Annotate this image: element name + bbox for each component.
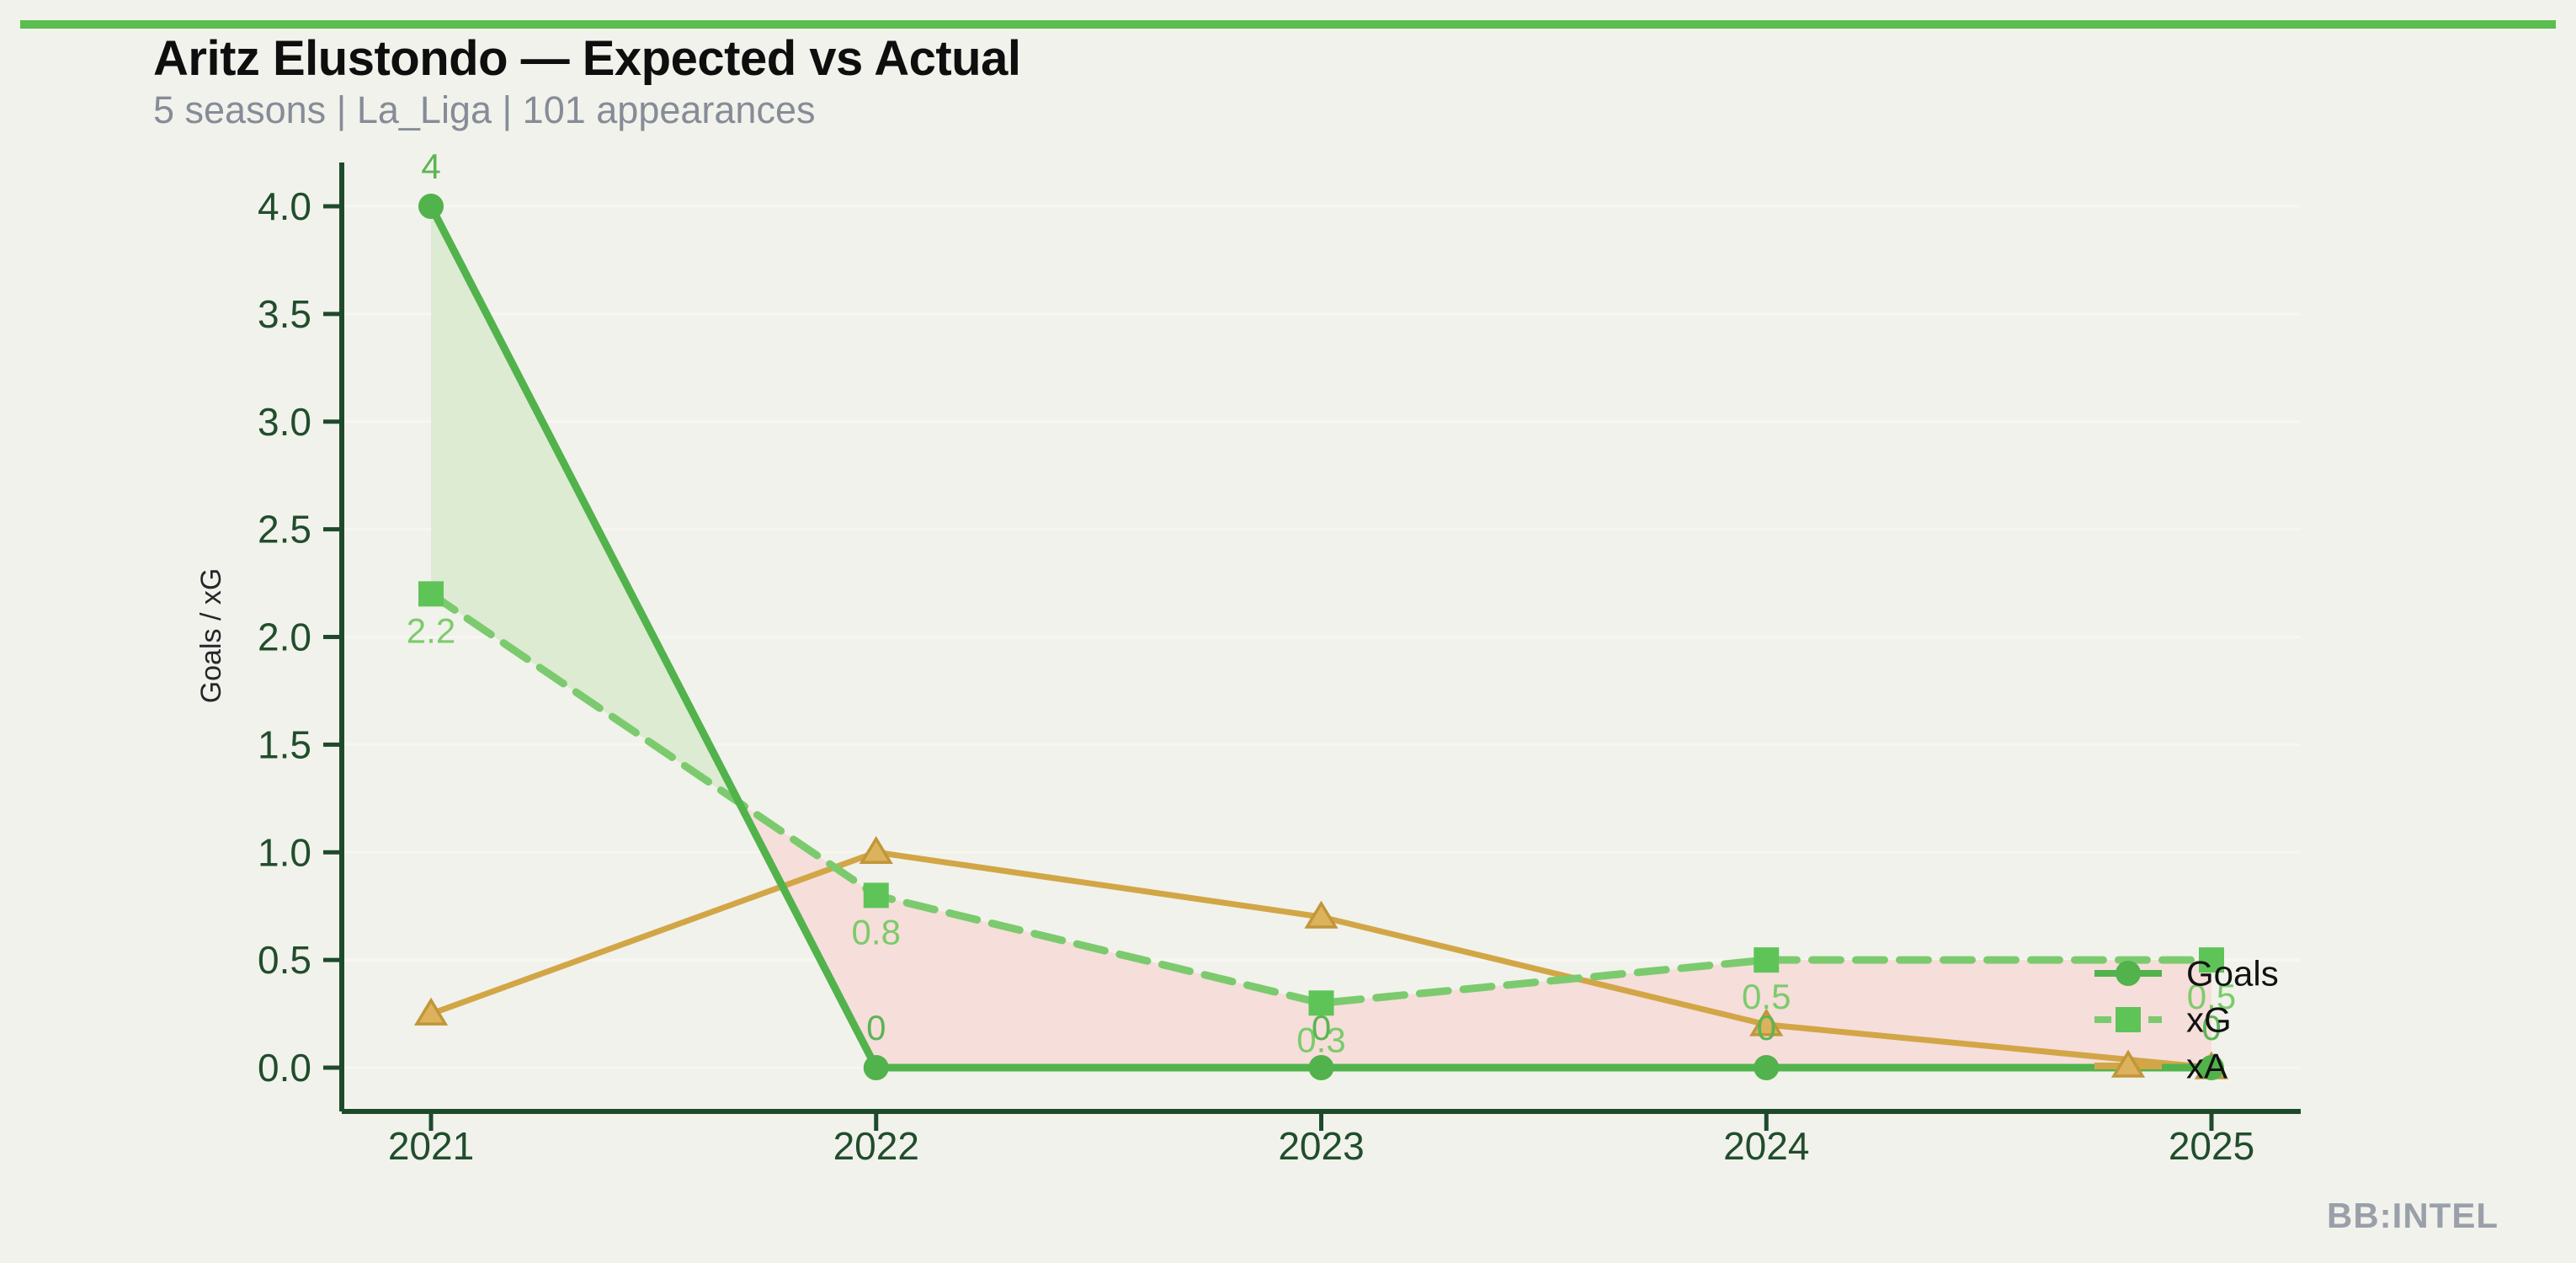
xg-marker [1754,947,1780,973]
xa-marker [413,997,449,1026]
x-tick-label: 2021 [388,1124,474,1168]
xg-line [427,589,2216,1007]
xg-marker [2199,947,2224,973]
xg-marker [863,882,889,909]
xg-data-label: 0.5 [2187,977,2236,1016]
goals-data-label: 0 [1312,1008,1331,1047]
x-tick-label: 2024 [1723,1124,1809,1168]
goals-marker [863,1055,889,1080]
y-tick-label: 4.0 [258,184,311,228]
goals-marker [1754,1055,1780,1080]
xg-marker [1308,990,1334,1016]
legend-label: xA [2186,1047,2227,1086]
chart-header: Aritz Elustondo — Expected vs Actual 5 s… [153,31,1021,131]
legend-xg-marker [2116,1007,2141,1032]
chart-subtitle: 5 seasons | La_Liga | 101 appearances [153,88,816,131]
series-xg: 2.2 0.8 0.3 0.5 0.5 [407,581,2236,1059]
axes: 0.0 0.5 1.0 1.5 2.0 2.5 3.0 3.5 4.0 2021 2022 2023 2… [195,163,2301,1168]
legend: Goals xG xA [2094,954,2279,1086]
legend-label: Goals [2186,954,2279,994]
xa-marker [1749,1008,1784,1037]
xa-marker [859,835,893,864]
goals-marker [418,194,444,219]
watermark: BB:INTEL [2327,1196,2499,1235]
y-tick-label: 0.5 [258,938,311,982]
x-tick-label: 2025 [2169,1124,2254,1168]
series-goals: 4 0 0 0 0 [418,147,2224,1080]
goals-data-label: 4 [421,147,440,186]
y-gridlines [342,205,2301,1069]
goals-marker [1308,1055,1334,1080]
xg-data-label: 0.3 [1296,1020,1345,1059]
xg-data-label: 0.8 [852,912,901,951]
goals-data-label: 0 [2201,1008,2221,1047]
legend-label: xG [2186,1000,2232,1040]
underperformance-fill [739,802,2212,1068]
y-tick-label: 1.0 [258,830,311,874]
y-tick-label: 2.0 [258,616,311,659]
y-tick-label: 1.5 [258,722,311,766]
xa-marker [1304,900,1339,929]
goals-data-label: 0 [866,1008,886,1047]
x-tick-label: 2022 [833,1124,919,1168]
chart-title: Aritz Elustondo — Expected vs Actual [153,31,1021,86]
legend-item-xg: xG [2094,1000,2232,1040]
x-tick-label: 2023 [1278,1124,1364,1168]
xg-data-label: 0.5 [1742,977,1791,1016]
goals-marker [2199,1055,2224,1080]
xg-marker [418,581,444,607]
y-tick-label: 3.0 [258,400,311,444]
legend-item-goals: Goals [2094,954,2279,994]
y-axis-label: Goals / xG [195,568,227,704]
y-tick-label: 0.0 [258,1046,311,1090]
y-tick-label: 2.5 [258,508,311,552]
accent-bar [20,20,2556,29]
xg-data-label: 2.2 [407,610,455,650]
y-tick-label: 3.5 [258,292,311,336]
legend-goals-marker [2116,961,2141,986]
goals-data-label: 0 [1757,1008,1776,1047]
legend-xa-marker [2110,1049,2146,1078]
legend-item-xa: xA [2094,1047,2227,1086]
